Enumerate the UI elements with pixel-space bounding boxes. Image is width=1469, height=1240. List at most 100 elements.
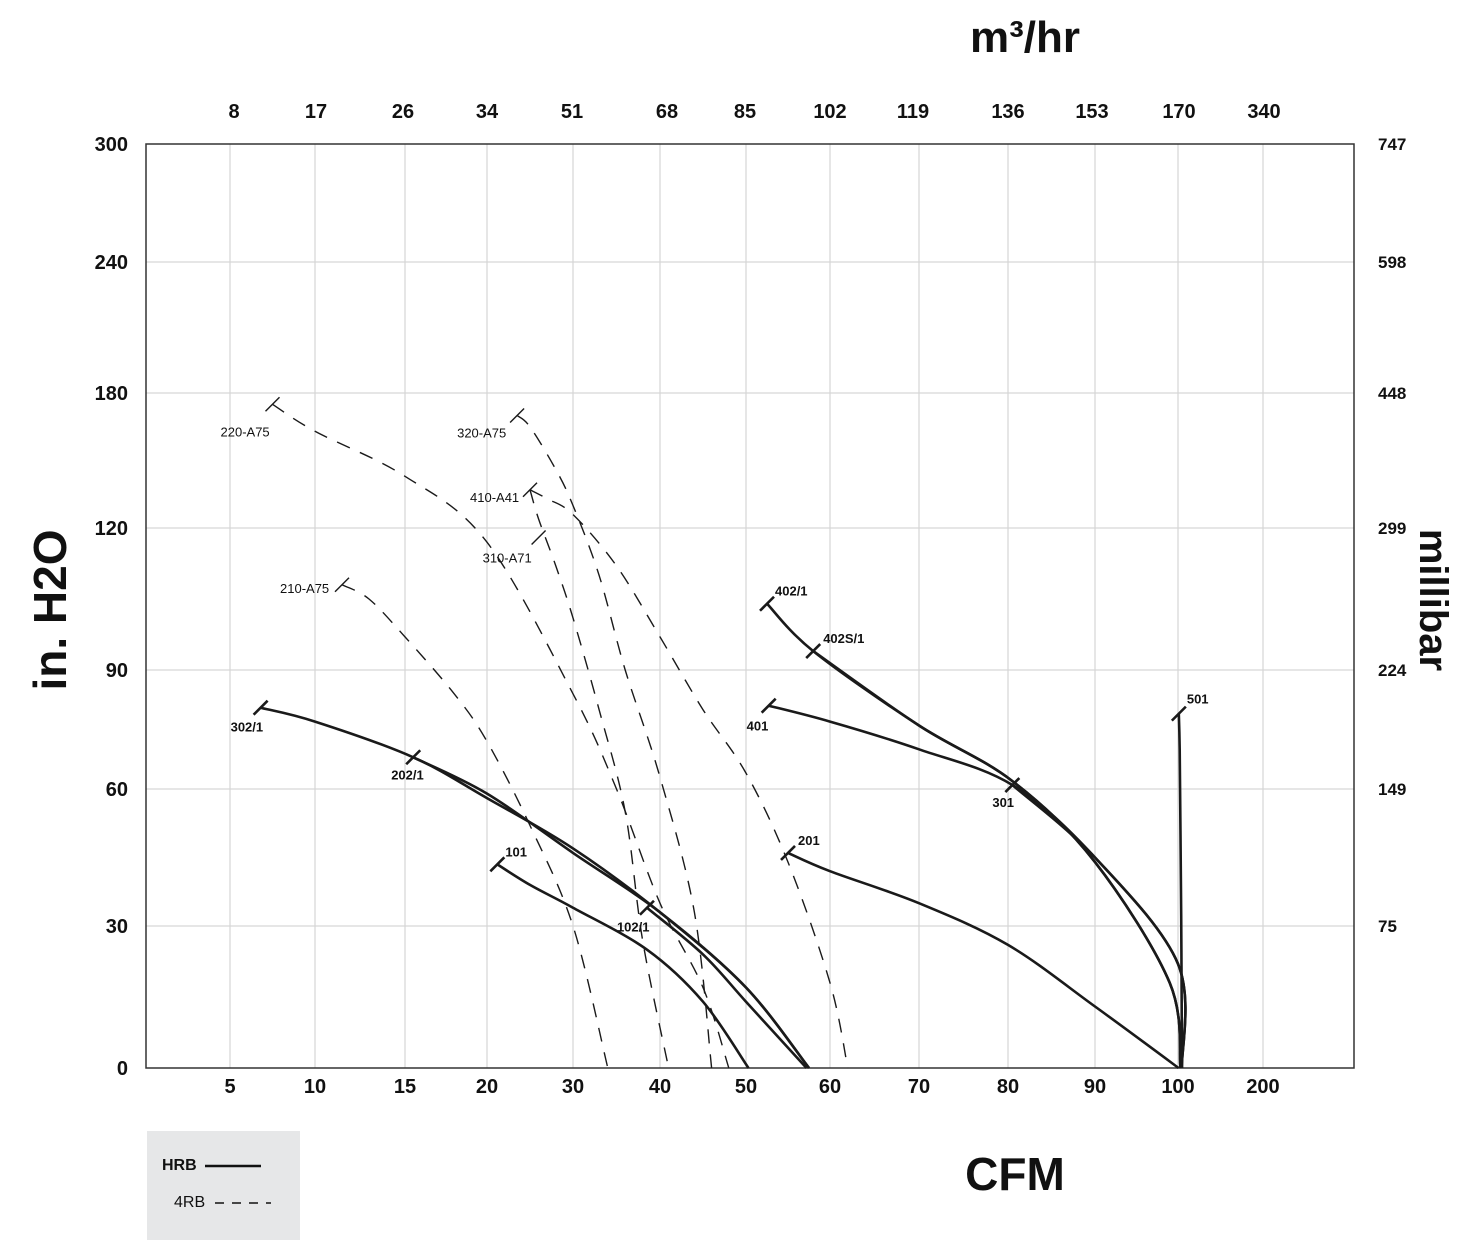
- left-tick-label: 90: [106, 660, 128, 682]
- legend: HRB 4RB: [147, 1131, 300, 1240]
- grid: [146, 144, 1354, 1068]
- series-line-210-A75: [341, 584, 609, 1069]
- series-label: 201: [798, 833, 820, 848]
- legend-swatch-dashed: [215, 1202, 272, 1204]
- right-tick-label: 149: [1378, 780, 1406, 799]
- series-line-101: [496, 863, 750, 1069]
- top-tick-label: 102: [813, 101, 846, 123]
- bottom-tick-label: 200: [1246, 1076, 1279, 1098]
- left-tick-label: 0: [117, 1058, 128, 1080]
- right-axis-title: millibar: [1411, 529, 1455, 671]
- bottom-tick-label: 60: [819, 1076, 841, 1098]
- left-tick-label: 120: [95, 518, 128, 540]
- right-tick-label: 75: [1378, 917, 1397, 936]
- series-end-mark: [509, 408, 525, 423]
- series-label: 302/1: [231, 720, 264, 735]
- series-line-220-A75: [272, 403, 730, 1069]
- series-end-mark: [265, 396, 280, 412]
- series-label: 410-A41: [470, 490, 519, 505]
- bottom-tick-label: 50: [735, 1076, 757, 1098]
- top-tick-label: 340: [1247, 101, 1280, 123]
- series-end-mark: [639, 899, 655, 916]
- series-end-mark: [780, 845, 796, 861]
- left-tick-label: 240: [95, 252, 128, 274]
- series-label: 402S/1: [823, 631, 864, 646]
- top-tick-label: 34: [476, 101, 499, 123]
- series-label: 401: [747, 719, 769, 734]
- series-line-402S-1: [812, 650, 1182, 1069]
- bottom-tick-label: 15: [394, 1076, 416, 1098]
- left-tick-label: 60: [106, 779, 128, 801]
- left-axis-title: in. H2O: [24, 529, 76, 690]
- top-tick-label: 17: [305, 101, 327, 123]
- series-end-mark: [405, 749, 422, 766]
- series-line-102-1: [646, 906, 808, 1069]
- legend-label-hrb: HRB: [162, 1157, 197, 1174]
- series-label: 210-A75: [280, 581, 329, 596]
- bottom-tick-label: 20: [476, 1076, 498, 1098]
- right-tick-label: 224: [1378, 661, 1407, 680]
- right-tick-label: 747: [1378, 135, 1406, 154]
- top-tick-label: 85: [734, 101, 756, 123]
- plot-frame: [145, 143, 1355, 1069]
- legend-item-4rb: 4RB: [174, 1194, 277, 1212]
- series-end-mark: [1170, 705, 1187, 722]
- series-label: 320-A75: [457, 426, 506, 441]
- series-line-320-A75: [516, 414, 713, 1069]
- right-axis-ticks: 75 149 224 299 448 598 747: [1378, 135, 1407, 936]
- series-line-402-1: [766, 602, 1182, 1069]
- bottom-tick-label: 80: [997, 1076, 1019, 1098]
- top-tick-label: 51: [561, 101, 583, 123]
- series-label: 301: [992, 795, 1014, 810]
- top-tick-label: 136: [991, 101, 1024, 123]
- bottom-axis-title: CFM: [965, 1148, 1065, 1200]
- series-line-310-A71: [529, 489, 670, 1069]
- series-label: 501: [1187, 692, 1209, 707]
- legend-swatch-solid: [204, 1164, 261, 1168]
- series-end-mark: [531, 529, 547, 545]
- series-label: 310-A71: [483, 550, 532, 565]
- curves: [252, 396, 1187, 1070]
- series-end-mark: [805, 643, 822, 659]
- left-axis-ticks: 0 30 60 90 120 180 240 300: [95, 134, 128, 1080]
- series-end-mark: [252, 699, 269, 716]
- series-line-201: [787, 851, 1180, 1070]
- top-tick-label: 68: [656, 101, 678, 123]
- bottom-tick-label: 10: [304, 1076, 326, 1098]
- legend-item-hrb: HRB: [162, 1157, 267, 1175]
- bottom-tick-label: 100: [1161, 1076, 1194, 1098]
- curve-labels: 302/1 202/1 101 102/1 402/1 402S/1 401 301 201 50…: [221, 424, 1209, 934]
- legend-label-4rb: 4RB: [174, 1194, 206, 1211]
- series-label: 102/1: [617, 920, 650, 935]
- top-axis-ticks: 8 17 26 34 51 68 85 102 119 136 153 170 340: [228, 101, 1280, 123]
- series-line-410-A41: [529, 489, 849, 1069]
- top-tick-label: 119: [897, 101, 929, 123]
- right-tick-label: 598: [1378, 253, 1406, 272]
- series-label: 101: [505, 844, 527, 859]
- bottom-tick-label: 30: [562, 1076, 584, 1098]
- right-tick-label: 448: [1378, 384, 1406, 403]
- series-line-202-1: [412, 756, 811, 1069]
- left-tick-label: 300: [95, 134, 128, 156]
- bottom-tick-label: 5: [224, 1076, 235, 1098]
- series-label: 220-A75: [221, 424, 270, 439]
- bottom-tick-label: 70: [908, 1076, 930, 1098]
- top-tick-label: 8: [228, 101, 239, 123]
- top-tick-label: 26: [392, 101, 414, 123]
- series-end-mark: [1004, 777, 1021, 793]
- series-end-mark: [522, 482, 538, 498]
- bottom-tick-label: 40: [649, 1076, 671, 1098]
- right-tick-label: 299: [1378, 519, 1406, 538]
- top-axis-title: m³/hr: [970, 13, 1080, 62]
- series-end-mark: [489, 856, 506, 873]
- bottom-axis-ticks: 5 10 15 20 30 40 50 60 70 80 90 100 200: [224, 1076, 1279, 1098]
- left-tick-label: 30: [106, 916, 128, 938]
- top-tick-label: 170: [1162, 101, 1195, 123]
- series-label: 402/1: [775, 584, 808, 599]
- top-tick-label: 153: [1075, 101, 1108, 123]
- series-end-mark: [760, 697, 777, 714]
- series-label: 202/1: [391, 767, 424, 782]
- series-line-301: [1011, 784, 1187, 1069]
- series-line-501: [1177, 713, 1184, 1069]
